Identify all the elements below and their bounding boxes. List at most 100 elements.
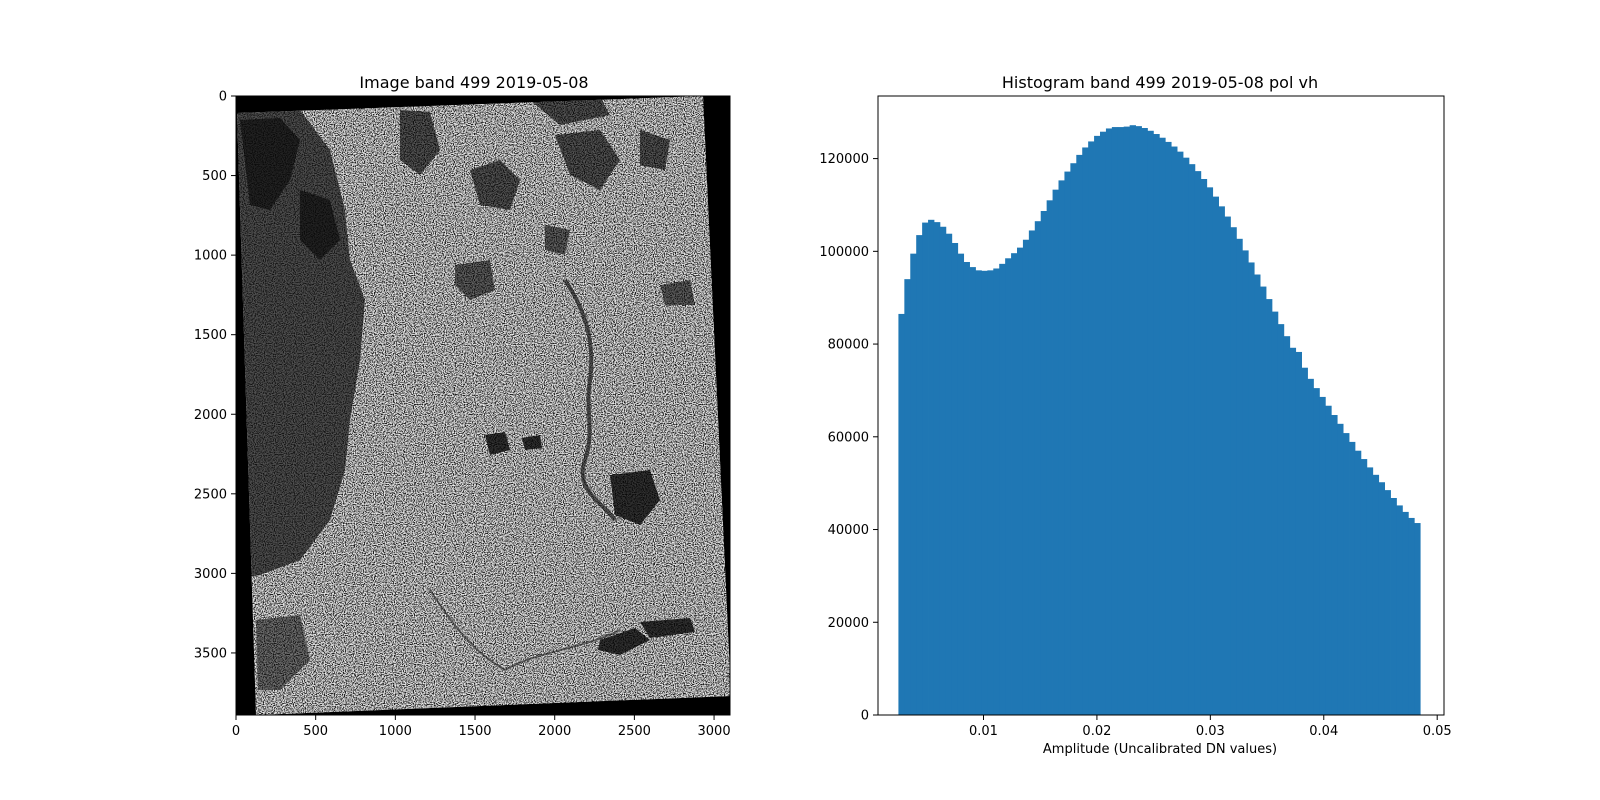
histogram-bar [1028,230,1036,715]
image-y-tick-label: 500 [202,169,227,184]
image-x-tick-label: 2000 [538,724,571,739]
histogram-bar [1005,258,1012,715]
histogram-bar [1354,450,1362,715]
histogram-y-tick-label: 100000 [819,245,869,260]
histogram-bar [1111,127,1119,715]
histogram-bar [1307,378,1314,715]
histogram-bar [1360,459,1368,715]
histogram-bar [1331,415,1338,715]
river-channel [563,278,617,522]
histogram-bar [1390,498,1397,715]
image-y-tick-label: 2500 [194,487,227,502]
image-y-tick-label: 3500 [194,646,227,661]
dark-patches-north [400,97,670,210]
histogram-bar [1372,474,1380,715]
histogram-bar [1123,126,1131,716]
histogram-bar [1366,467,1374,715]
histogram-y-tick-label: 20000 [828,616,869,631]
histogram-bar [1159,137,1166,715]
image-title: Image band 499 2019-05-08 [359,73,588,92]
histogram-x-tick-label: 0.01 [969,724,998,739]
histogram-bar [999,263,1006,715]
histogram-bar [1094,135,1101,715]
image-x-tick-label: 1500 [458,724,491,739]
histogram-bar [1100,131,1107,715]
histogram-x-tick-label: 0.02 [1082,724,1111,739]
histogram-bar [1218,206,1225,715]
histogram-bar [1248,262,1255,715]
histogram-x-tick-label: 0.04 [1309,724,1338,739]
histogram-bar [1301,367,1308,715]
histogram-bar [1212,196,1219,716]
histogram-bar [1064,171,1071,716]
histogram-bar [981,270,988,715]
histogram-bar [1242,250,1249,715]
histogram-bar [1378,482,1386,715]
dark-patches-northwest [240,118,340,260]
image-y-tick-label: 2000 [194,408,227,423]
histogram-bar [1402,511,1409,715]
histogram-bar [1277,324,1285,715]
histogram-bar [1200,178,1208,715]
image-frame [235,95,731,716]
histogram-bar [1313,388,1320,715]
histogram-bar [1171,146,1178,716]
image-x-tick-label: 1000 [379,724,412,739]
histogram-bar [1135,126,1142,716]
histogram-bar [1129,125,1136,715]
histogram-bar [1260,286,1267,715]
histogram-bar [1011,253,1018,715]
histogram-bar [957,253,965,715]
histogram-bar [1058,180,1065,716]
histogram-y-tick-label: 80000 [828,338,869,353]
histogram-bar [1147,130,1154,716]
histogram-bar [910,253,917,715]
histogram-bar [987,270,994,715]
histogram-bar [904,279,911,715]
histogram-bar [1295,351,1302,715]
dark-bodies-south [485,432,695,655]
image-x-tick-label: 500 [303,724,328,739]
histogram-y-tick-label: 0 [861,709,869,724]
histogram-bar [951,242,959,715]
histogram-bar [1283,336,1291,715]
histogram-bar [1206,187,1214,715]
histogram-bars [898,125,1421,716]
histogram-bar [1271,311,1279,715]
histogram-bar [939,226,947,715]
histogram-bar [1343,433,1350,715]
histogram-bar [1349,441,1356,715]
image-x-tick-label: 0 [232,724,240,739]
histogram-bar [1141,127,1148,715]
histogram-bar [933,222,941,715]
dark-patches-central [455,225,695,305]
histogram-y-tick-label: 40000 [828,523,869,538]
histogram-bar [1414,523,1421,715]
histogram-bar [1082,147,1089,716]
image-x-tick-label: 3000 [698,724,731,739]
histogram-bar [1040,210,1048,715]
image-y-tick-label: 1500 [194,328,227,343]
histogram-bar [1117,127,1125,715]
histogram-y-tick-label: 120000 [819,152,869,167]
image-y-tick-label: 0 [219,90,227,105]
histogram-xlabel: Amplitude (Uncalibrated DN values) [1043,742,1277,757]
histogram-bar [975,270,982,715]
southwest-dark-field [256,615,310,690]
histogram-bar [1408,517,1415,715]
histogram-bar [1016,247,1024,715]
histogram-x-tick-label: 0.03 [1196,724,1225,739]
drainage-channel [429,589,621,672]
histogram-bar [945,233,953,715]
histogram-bar [1384,490,1391,715]
histogram-bar [963,261,970,715]
histogram-x-tick-label: 0.05 [1423,724,1452,739]
histogram-bar [1337,423,1344,715]
histogram-bar [1396,505,1403,715]
histogram-bar [1230,227,1237,715]
histogram-bar [1165,141,1172,715]
histogram-bar [1034,221,1042,715]
histogram-bar [993,268,1000,715]
image-y-tick-label: 1000 [194,249,227,264]
